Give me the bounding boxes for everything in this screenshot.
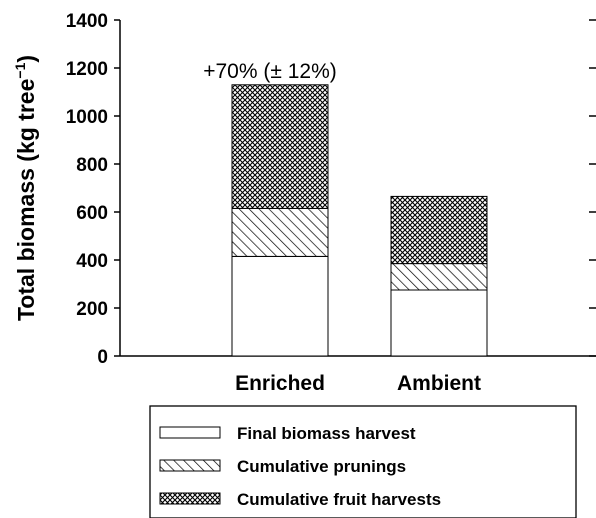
y-tick-label: 400 — [76, 251, 108, 272]
category-label-enriched: Enriched — [235, 372, 325, 395]
y-tick-label: 800 — [76, 155, 108, 176]
bars — [231, 84, 488, 357]
legend-label-fruit: Cumulative fruit harvests — [237, 490, 441, 509]
bar-ambient-prunings — [390, 263, 488, 291]
bar-ambient-final-biomass — [390, 289, 488, 357]
bar-ambient-fruit-harvests — [390, 195, 488, 265]
legend-swatch-fruit — [159, 492, 221, 505]
y-tick-label: 200 — [76, 299, 108, 320]
y-tick-label: 600 — [76, 203, 108, 224]
y-axis-label: Total biomass (kg tree−1) — [12, 55, 39, 321]
category-label-ambient: Ambient — [397, 372, 481, 395]
bar-enriched-fruit-harvests — [231, 84, 329, 209]
y-tick-label: 1000 — [66, 107, 108, 128]
increase-annotation: +70% (± 12%) — [203, 60, 337, 83]
legend-swatch-prunings — [159, 459, 221, 472]
y-tick-label: 1400 — [66, 11, 108, 32]
bar-enriched-final-biomass — [231, 255, 329, 357]
y-tick-label: 0 — [97, 347, 108, 368]
bar-enriched-prunings — [231, 207, 329, 257]
y-tick-label: 1200 — [66, 59, 108, 80]
legend-swatch-final-biomass — [159, 426, 221, 439]
legend: Final biomass harvest Cumulative pruning… — [149, 405, 577, 518]
legend-frame — [149, 405, 577, 518]
legend-label-final-biomass: Final biomass harvest — [237, 424, 416, 443]
y-ticks: 0 200 400 600 800 1000 1200 1400 — [66, 11, 596, 368]
legend-label-prunings: Cumulative prunings — [237, 457, 406, 476]
